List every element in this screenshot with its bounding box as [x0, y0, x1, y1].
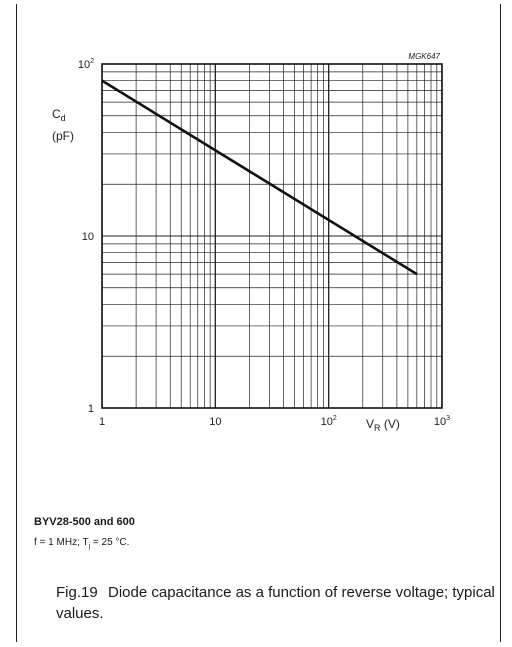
conditions-pre: f = 1 MHz; T: [34, 537, 89, 548]
tick-base: 10: [82, 231, 94, 243]
x-axis-label-sub: R: [374, 423, 381, 433]
series-line: [101, 79, 418, 276]
tick-exponent: 2: [333, 415, 337, 422]
figure-caption: Fig.19 Diode capacitance as a function of…: [56, 582, 496, 624]
tick-base: 1: [99, 416, 105, 428]
y-tick-label: 1: [88, 403, 94, 415]
x-axis-label: VR (V): [366, 417, 400, 433]
tick-base: 10: [321, 416, 333, 428]
tick-base: 10: [434, 416, 446, 428]
tick-base: 10: [78, 59, 90, 71]
figure-number: Fig.19: [56, 584, 98, 601]
tick-base: 10: [209, 416, 221, 428]
axis-labels: Cd (pF) VR (V) MGK647: [52, 52, 441, 433]
x-tick-label: 1: [99, 416, 105, 428]
y-axis-unit: (pF): [52, 129, 74, 143]
caption-text: Diode capacitance as a function of rever…: [56, 584, 495, 622]
series-group: [101, 79, 418, 276]
conditions-sub: j: [88, 543, 91, 550]
y-tick-label: 10: [82, 231, 94, 243]
x-tick-label: 103: [434, 415, 450, 428]
figure-code: MGK647: [408, 52, 440, 61]
y-tick-label: 102: [78, 58, 94, 71]
x-axis-label-main: V: [366, 417, 374, 431]
tick-exponent: 2: [90, 58, 94, 65]
y-axis-label-sub: d: [61, 113, 66, 123]
tick-base: 1: [88, 403, 94, 415]
figure-frame: [16, 4, 501, 642]
chart-grid: [101, 63, 443, 409]
conditions-post: = 25 °C.: [90, 537, 130, 548]
test-conditions: f = 1 MHz; Tj = 25 °C.: [34, 537, 129, 550]
x-tick-label: 10: [209, 416, 221, 428]
y-axis-label: Cd: [52, 107, 66, 123]
tick-exponent: 3: [446, 415, 450, 422]
device-name: BYV28-500 and 600: [34, 516, 135, 528]
y-axis-label-main: C: [52, 107, 61, 121]
plot-area-border: [101, 63, 443, 409]
x-tick-label: 102: [321, 415, 337, 428]
x-axis-unit: (V): [381, 417, 400, 431]
